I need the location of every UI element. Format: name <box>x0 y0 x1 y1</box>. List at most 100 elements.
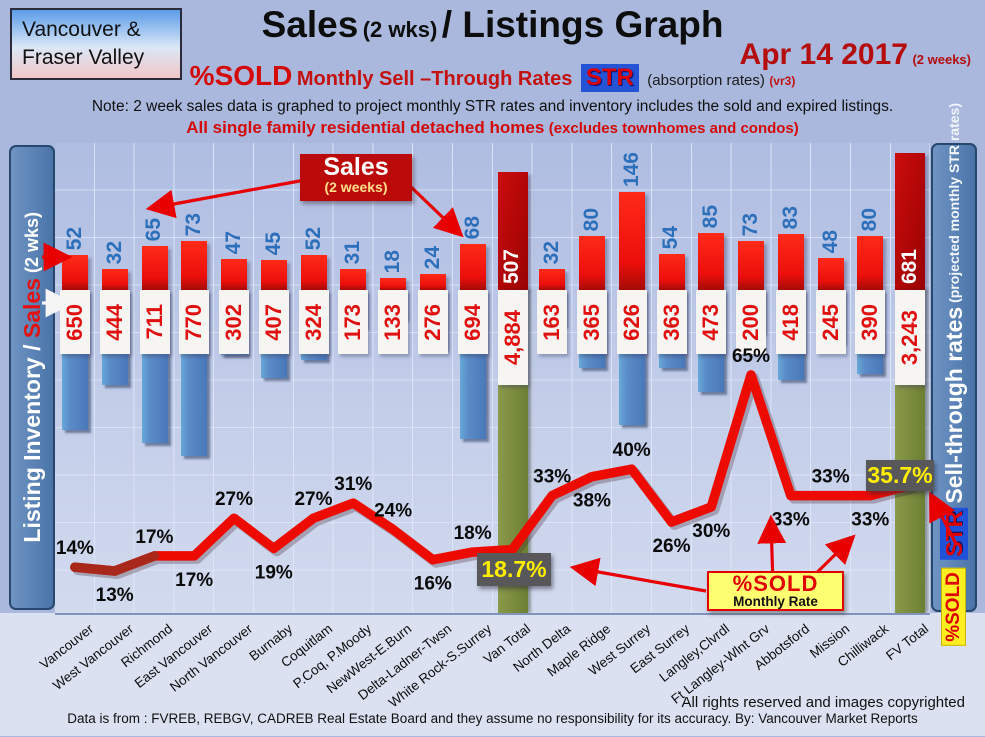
sales-value: 80 <box>579 207 603 231</box>
sales-bar <box>777 234 804 290</box>
column-white-rock-s-surrey: 68 694 <box>453 143 493 613</box>
column-maple-ridge: 80 365 <box>572 143 612 613</box>
sales-bar <box>300 255 327 290</box>
inventory-value: 133 <box>378 290 409 354</box>
version-label: (vr3) <box>769 74 796 88</box>
sales-bar <box>260 260 287 290</box>
right-axis-sub: (projected monthly STR rates) <box>945 103 962 307</box>
str-badge: STR <box>580 64 639 92</box>
str-chip-side: STR <box>939 508 968 561</box>
region-line1: Vancouver & <box>22 18 141 41</box>
sales-bar <box>101 269 128 290</box>
page-title: Sales (2 wks) / Listings Graph <box>0 4 985 46</box>
inventory-value: 365 <box>577 290 608 354</box>
sales-bar <box>181 241 208 290</box>
sales-value: 68 <box>460 215 484 239</box>
sales-bar <box>419 274 446 290</box>
inventory-value: 650 <box>60 290 90 354</box>
left-axis-weeks: (2 wks) <box>21 212 42 279</box>
column-east-surrey: 54 363 <box>652 143 692 613</box>
inventory-value: 694 <box>457 290 488 354</box>
right-axis-main: Sell-through rates <box>940 306 967 504</box>
sales-value: 54 <box>659 225 683 249</box>
str-subtitle: %SOLD Monthly Sell –Through Rates STR (a… <box>0 60 985 92</box>
absorption-label: (absorption rates) <box>647 72 765 89</box>
column-p-coq-p-moody: 31 173 <box>333 143 373 613</box>
sales-bar <box>340 269 367 290</box>
sales-value: 32 <box>102 240 126 264</box>
inventory-value: 173 <box>338 290 369 354</box>
column-mission: 48 245 <box>811 143 851 613</box>
sales-value: 18 <box>381 249 405 273</box>
sales-value: 73 <box>182 212 206 236</box>
column-west-vancouver: 32 444 <box>95 143 135 613</box>
inventory-value: 3,243 <box>895 290 926 385</box>
inventory-value: 276 <box>417 290 448 354</box>
sales-value: 52 <box>62 226 86 250</box>
inventory-value: 407 <box>258 290 289 354</box>
inventory-value: 711 <box>139 290 170 354</box>
sales-value: 45 <box>261 231 285 255</box>
region-box: Vancouver & Fraser Valley <box>10 8 182 80</box>
sales-bar <box>579 236 606 290</box>
column-delta-ladner-twsn: 24 276 <box>413 143 453 613</box>
right-axis-title: %SOLD STR Sell-through rates (projected m… <box>931 103 977 646</box>
note-text: Note: 2 week sales data is graphed to pr… <box>91 98 894 115</box>
left-axis-inventory: Listing Inventory / <box>18 338 45 543</box>
sales-value: 48 <box>818 229 842 253</box>
sales-bar <box>895 153 926 290</box>
rights-text: All rights reserved and images copyright… <box>681 694 965 711</box>
inventory-value: 770 <box>179 290 210 354</box>
sales-value: 73 <box>739 212 762 236</box>
column-burnaby: 45 407 <box>254 143 294 613</box>
column-newwest-e-burn: 18 133 <box>373 143 413 613</box>
sales-bar <box>618 192 645 290</box>
sales-value: 31 <box>341 240 365 264</box>
sales-value: 32 <box>540 240 564 264</box>
footer-strip <box>0 613 985 736</box>
sales-value: 85 <box>699 204 723 228</box>
plot-area: 52 650 32 444 65 711 73 770 47 302 45 407 52 324 31 173… <box>55 143 930 615</box>
column-abbotsford: 83 418 <box>771 143 811 613</box>
sales-value: 681 <box>898 248 922 284</box>
fv-total-rate-badge: 35.7% <box>866 460 934 491</box>
inventory-value: 390 <box>855 290 886 354</box>
inventory-value: 444 <box>99 290 130 354</box>
inventory-value: 626 <box>616 290 647 354</box>
sales-value: 47 <box>221 230 245 254</box>
inventory-value: 324 <box>298 290 329 354</box>
inventory-value: 473 <box>696 290 727 354</box>
inventory-value: 302 <box>219 290 250 354</box>
source-text: Data is from : FVREB, REBGV, CADREB Real… <box>67 711 918 726</box>
van-total-rate-badge: 18.7% <box>477 553 551 586</box>
column-vancouver: 52 650 <box>55 143 95 613</box>
sales-bar <box>62 255 88 290</box>
sales-value: 52 <box>301 226 325 250</box>
inventory-value: 363 <box>656 290 687 354</box>
sales-bar <box>658 254 685 290</box>
report-date: Apr 14 2017 (2 weeks) <box>739 38 971 71</box>
inventory-value: 4,884 <box>497 290 528 385</box>
column-langley-clvrdl: 85 473 <box>691 143 731 613</box>
sold-chip: %SOLD <box>940 568 966 646</box>
sales-value: 24 <box>420 245 444 269</box>
inventory-value: 163 <box>537 290 568 354</box>
column-west-surrey: 146 626 <box>612 143 652 613</box>
title-main: Sales <box>261 4 359 45</box>
sold-monthly-rate-callout: %SOLD Monthly Rate <box>707 571 844 611</box>
sales-bar <box>857 236 884 290</box>
pct-sold-label: %SOLD <box>189 60 293 91</box>
sales-bar <box>497 172 528 290</box>
inventory-value: 418 <box>775 290 806 354</box>
sales-bar <box>141 246 168 290</box>
sales-bar <box>817 258 844 290</box>
column-chilliwack: 80 390 <box>850 143 890 613</box>
title-paren: (2 wks) <box>362 17 438 42</box>
column-van-total: 507 4,884 <box>493 143 533 613</box>
sales-legend: Sales (2 weeks) <box>300 154 412 201</box>
scope-subtitle: All single family residential detached h… <box>186 118 799 137</box>
sales-bar <box>380 278 407 290</box>
column-richmond: 65 711 <box>135 143 175 613</box>
inventory-value: 245 <box>815 290 846 354</box>
region-line2: Fraser Valley <box>22 46 145 70</box>
